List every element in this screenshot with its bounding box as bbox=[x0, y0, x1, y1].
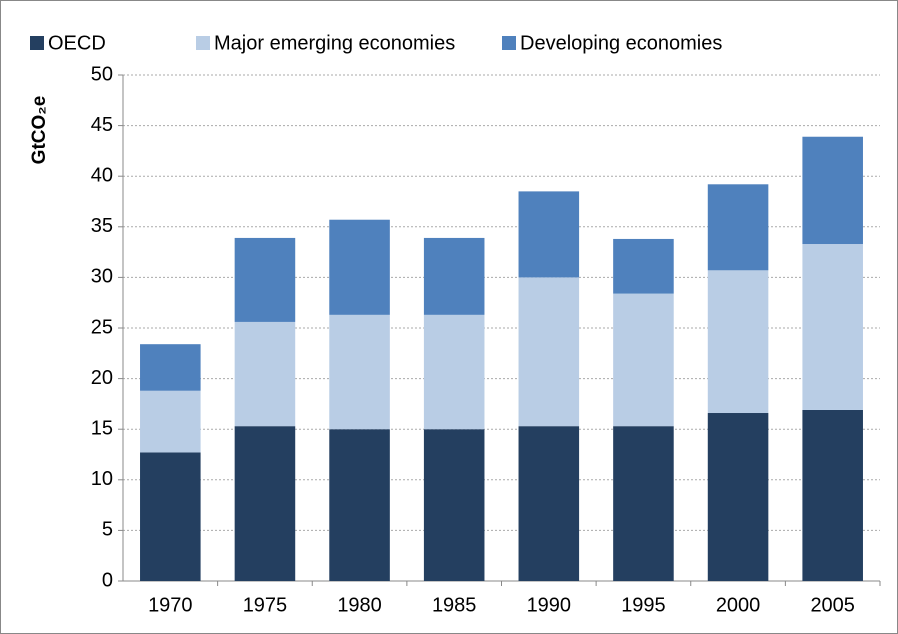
bar-segment bbox=[613, 426, 674, 581]
bar-segment bbox=[518, 277, 580, 427]
y-tick-label: 25 bbox=[91, 316, 113, 338]
bar-segment bbox=[802, 409, 863, 581]
bar-segment bbox=[423, 314, 485, 430]
bar-segment bbox=[707, 413, 769, 581]
bar-segment bbox=[329, 429, 390, 581]
bar-segment bbox=[518, 426, 580, 581]
bar-segment bbox=[140, 390, 201, 453]
x-tick-label: 2005 bbox=[810, 594, 855, 616]
legend-swatch bbox=[502, 36, 516, 50]
legend-label: Major emerging economies bbox=[214, 32, 455, 54]
legend-swatch bbox=[196, 36, 210, 50]
bar-segment bbox=[329, 219, 390, 315]
bar-segment bbox=[140, 452, 201, 581]
y-tick-label: 15 bbox=[91, 417, 113, 439]
bar-segment bbox=[802, 244, 863, 410]
bar-segment bbox=[234, 237, 296, 322]
y-tick-label: 5 bbox=[102, 519, 113, 541]
bar-segment bbox=[518, 191, 580, 278]
bar-segment bbox=[707, 270, 769, 414]
legend-label: Developing economies bbox=[520, 32, 722, 54]
bar-segment bbox=[613, 238, 674, 294]
bar-segment bbox=[329, 314, 390, 430]
bar-segment bbox=[423, 237, 485, 315]
x-tick-label: 1980 bbox=[337, 594, 382, 616]
y-tick-label: 50 bbox=[91, 63, 113, 85]
y-axis-label: GtCO₂e bbox=[29, 96, 50, 165]
bar-segment bbox=[613, 293, 674, 427]
bar-segment bbox=[423, 429, 485, 581]
legend-label: OECD bbox=[48, 32, 106, 54]
y-tick-label: 45 bbox=[91, 114, 113, 136]
x-tick-label: 2000 bbox=[716, 594, 761, 616]
bar-segment bbox=[234, 426, 296, 581]
x-tick-label: 1995 bbox=[621, 594, 666, 616]
x-tick-label: 1985 bbox=[432, 594, 477, 616]
x-tick-label: 1975 bbox=[243, 594, 288, 616]
bar-segment bbox=[234, 321, 296, 427]
bar-segment bbox=[707, 184, 769, 271]
x-tick-label: 1990 bbox=[527, 594, 572, 616]
bar-segment bbox=[140, 344, 201, 391]
y-tick-label: 40 bbox=[91, 164, 113, 186]
y-tick-label: 0 bbox=[102, 569, 113, 591]
y-tick-label: 20 bbox=[91, 367, 113, 389]
y-tick-label: 35 bbox=[91, 215, 113, 237]
y-tick-label: 10 bbox=[91, 468, 113, 490]
bar-segment bbox=[802, 136, 863, 245]
legend-swatch bbox=[30, 36, 44, 50]
x-tick-label: 1970 bbox=[148, 594, 193, 616]
y-tick-label: 30 bbox=[91, 266, 113, 288]
